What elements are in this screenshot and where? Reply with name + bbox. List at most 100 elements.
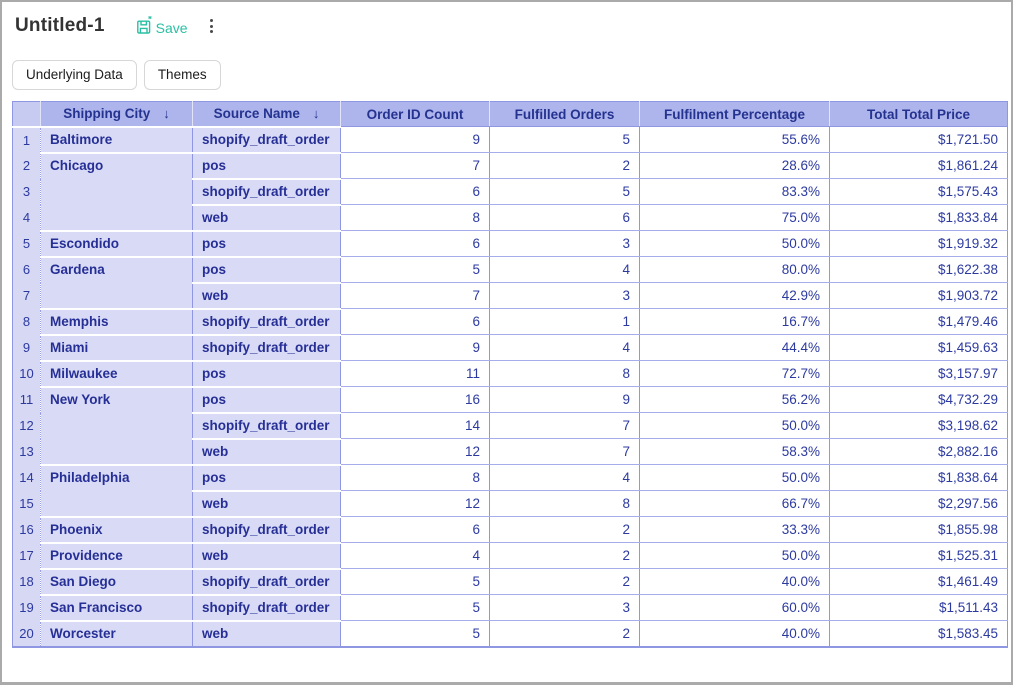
table-row: 8 Memphis shopify_draft_order 6 1 16.7% $1,479…: [12, 308, 1008, 336]
fulfilment-percentage-cell: 50.0%: [639, 542, 830, 570]
order-id-count-cell: 5: [340, 594, 490, 622]
table-row: 4 web 8 6 75.0% $1,833.84: [12, 204, 1008, 232]
source-name-cell: web: [192, 620, 341, 648]
fulfilled-orders-cell: 2: [489, 152, 640, 180]
total-total-price-cell: $1,459.63: [829, 334, 1008, 362]
fulfilment-percentage-cell: 42.9%: [639, 282, 830, 310]
fulfilled-orders-cell: 7: [489, 412, 640, 440]
table-row: 18 San Diego shopify_draft_order 5 2 40.0% $1,…: [12, 568, 1008, 596]
column-label: Source Name: [213, 106, 300, 122]
source-name-cell: pos: [192, 464, 341, 492]
total-total-price-cell: $1,583.45: [829, 620, 1008, 648]
save-icon: *: [135, 16, 155, 36]
shipping-city-cell: Providence: [40, 542, 193, 570]
column-label: Total Total Price: [866, 106, 971, 122]
total-total-price-cell: $1,525.31: [829, 542, 1008, 570]
row-number: 12: [12, 412, 41, 439]
more-options-button[interactable]: [205, 16, 218, 36]
table-row: 10 Milwaukee pos 11 8 72.7% $3,157.97: [12, 360, 1008, 388]
shipping-city-cell: Milwaukee: [40, 360, 193, 388]
table-row: 19 San Francisco shopify_draft_order 5 3 60.0…: [12, 594, 1008, 622]
order-id-count-cell: 12: [340, 490, 490, 518]
row-number: 15: [12, 490, 41, 517]
fulfilled-orders-cell: 3: [489, 594, 640, 622]
total-total-price-cell: $1,511.43: [829, 594, 1008, 622]
total-total-price-cell: $3,198.62: [829, 412, 1008, 440]
column-label: Fulfilled Orders: [514, 106, 615, 122]
fulfilment-percentage-cell: 83.3%: [639, 178, 830, 206]
column-header-shipping-city[interactable]: Shipping City ↓: [40, 101, 193, 128]
source-name-cell: pos: [192, 386, 341, 414]
fulfilment-percentage-cell: 80.0%: [639, 256, 830, 284]
total-total-price-cell: $4,732.29: [829, 386, 1008, 414]
fulfilled-orders-cell: 7: [489, 438, 640, 466]
table-row: 12 shopify_draft_order 14 7 50.0% $3,198.62: [12, 412, 1008, 440]
source-name-cell: web: [192, 490, 341, 518]
order-id-count-cell: 5: [340, 620, 490, 648]
shipping-city-cell: San Francisco: [40, 594, 193, 622]
total-total-price-cell: $1,838.64: [829, 464, 1008, 492]
column-label: Shipping City: [63, 106, 151, 122]
column-header-total-total-price[interactable]: Total Total Price: [829, 101, 1008, 128]
fulfilled-orders-cell: 3: [489, 230, 640, 258]
source-name-cell: web: [192, 438, 341, 466]
underlying-data-button[interactable]: Underlying Data: [12, 60, 137, 91]
fulfilled-orders-cell: 8: [489, 490, 640, 518]
fulfilment-percentage-cell: 33.3%: [639, 516, 830, 544]
sort-desc-icon[interactable]: ↓: [163, 106, 170, 122]
report-table-container: Shipping City ↓ Source Name ↓ Order ID Cou…: [12, 101, 1011, 648]
table-row: 14 Philadelphia pos 8 4 50.0% $1,838.64: [12, 464, 1008, 518]
source-name-cell: pos: [192, 152, 341, 180]
order-id-count-cell: 5: [340, 256, 490, 284]
table-row: 20 Worcester web 5 2 40.0% $1,583.45: [12, 620, 1008, 648]
column-label: Fulfilment Percentage: [663, 106, 806, 122]
row-number: 10: [12, 360, 41, 387]
title-bar: Untitled-1 * Save: [2, 2, 1011, 37]
column-header-fulfilled-orders[interactable]: Fulfilled Orders: [489, 101, 640, 128]
source-name-cell: web: [192, 204, 341, 232]
fulfilled-orders-cell: 4: [489, 464, 640, 492]
column-header-source-name[interactable]: Source Name ↓: [192, 101, 341, 128]
order-id-count-cell: 9: [340, 334, 490, 362]
source-name-cell: pos: [192, 230, 341, 258]
row-number: 5: [12, 230, 41, 257]
order-id-count-cell: 7: [340, 152, 490, 180]
source-name-cell: web: [192, 542, 341, 570]
shipping-city-cell: Gardena: [40, 256, 193, 310]
order-id-count-cell: 6: [340, 178, 490, 206]
row-number: 11: [12, 386, 41, 413]
row-number-header: [12, 101, 41, 128]
save-button[interactable]: * Save: [135, 16, 188, 36]
page-title: Untitled-1: [15, 15, 105, 36]
table-row: 7 web 7 3 42.9% $1,903.72: [12, 282, 1008, 310]
order-id-count-cell: 8: [340, 464, 490, 492]
column-header-fulfilment-percentage[interactable]: Fulfilment Percentage: [639, 101, 830, 128]
source-name-cell: pos: [192, 256, 341, 284]
source-name-cell: pos: [192, 360, 341, 388]
shipping-city-cell: Memphis: [40, 308, 193, 336]
order-id-count-cell: 6: [340, 516, 490, 544]
order-id-count-cell: 16: [340, 386, 490, 414]
column-header-order-id-count[interactable]: Order ID Count: [340, 101, 490, 128]
fulfilment-percentage-cell: 55.6%: [639, 126, 830, 154]
themes-button[interactable]: Themes: [143, 60, 221, 91]
fulfilled-orders-cell: 1: [489, 308, 640, 336]
shipping-city-cell: Chicago: [40, 152, 193, 232]
source-name-cell: shopify_draft_order: [192, 412, 341, 440]
sort-desc-icon[interactable]: ↓: [312, 106, 320, 122]
table-row: 9 Miami shopify_draft_order 9 4 44.4% $1,459.6…: [12, 334, 1008, 362]
shipping-city-cell: Philadelphia: [40, 464, 193, 518]
table-row: 1 Baltimore shopify_draft_order 9 5 55.6% $1,7…: [12, 126, 1008, 154]
shipping-city-cell: Miami: [40, 334, 193, 362]
row-number: 20: [12, 620, 41, 648]
total-total-price-cell: $1,479.46: [829, 308, 1008, 336]
fulfilled-orders-cell: 4: [489, 256, 640, 284]
fulfilment-percentage-cell: 16.7%: [639, 308, 830, 336]
order-id-count-cell: 4: [340, 542, 490, 570]
fulfilled-orders-cell: 2: [489, 516, 640, 544]
table-row: 2 Chicago pos 7 2 28.6% $1,861.24: [12, 152, 1008, 232]
total-total-price-cell: $1,903.72: [829, 282, 1008, 310]
shipping-city-cell: San Diego: [40, 568, 193, 596]
fulfilment-percentage-cell: 28.6%: [639, 152, 830, 180]
source-name-cell: shopify_draft_order: [192, 516, 341, 544]
